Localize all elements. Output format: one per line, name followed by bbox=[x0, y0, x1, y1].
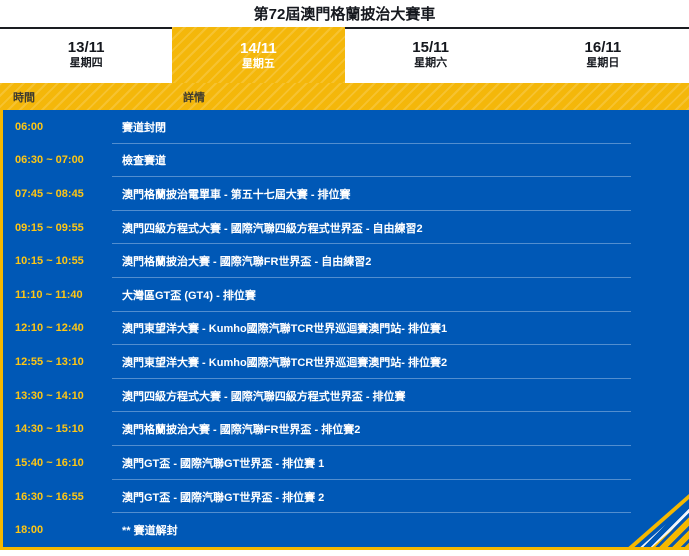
tab-weekday: 星期六 bbox=[414, 56, 448, 69]
row-time: 14:30 ~ 15:10 bbox=[15, 423, 84, 436]
table-header-details: 詳情 bbox=[183, 91, 205, 104]
table-row: 18:00 ** 賽道解封 bbox=[3, 513, 689, 547]
row-details: 澳門格蘭披治大賽 - 國際汽聯FR世界盃 - 自由練習2 bbox=[122, 256, 372, 269]
row-details: 大灣區GT盃 (GT4) - 排位賽 bbox=[122, 289, 256, 302]
row-time: 16:30 ~ 16:55 bbox=[15, 490, 84, 503]
tab-weekday: 星期五 bbox=[241, 57, 275, 70]
tab-16-11[interactable]: 16/11 星期日 bbox=[516, 29, 689, 79]
row-details: 澳門格蘭披治大賽 - 國際汽聯FR世界盃 - 排位賽2 bbox=[122, 424, 361, 437]
row-details: 澳門GT盃 - 國際汽聯GT世界盃 - 排位賽 2 bbox=[122, 491, 325, 504]
schedule-panel: 06:00 賽道封閉 06:30 ~ 07:00 檢查賽道 07:45 ~ 08… bbox=[0, 110, 689, 550]
row-details: 澳門GT盃 - 國際汽聯GT世界盃 - 排位賽 1 bbox=[122, 457, 325, 470]
tab-date: 15/11 bbox=[412, 38, 449, 56]
row-details: ** 賽道解封 bbox=[122, 525, 178, 538]
tab-date: 13/11 bbox=[67, 38, 105, 56]
tab-14-11[interactable]: 14/11 星期五 bbox=[172, 27, 345, 83]
row-details: 澳門東望洋大賽 - Kumho國際汽聯TCR世界巡迴賽澳門站- 排位賽2 bbox=[122, 357, 448, 370]
row-details: 檢查賽道 bbox=[122, 155, 166, 168]
row-time: 15:40 ~ 16:10 bbox=[15, 456, 84, 469]
corner-stripes-decoration bbox=[623, 492, 689, 547]
table-row: 11:10 ~ 11:40 大灣區GT盃 (GT4) - 排位賽 bbox=[3, 278, 689, 312]
tab-date: 14/11 bbox=[240, 39, 277, 57]
schedule-rows: 06:00 賽道封閉 06:30 ~ 07:00 檢查賽道 07:45 ~ 08… bbox=[3, 110, 689, 547]
tab-date: 16/11 bbox=[584, 38, 622, 56]
row-time: 11:10 ~ 11:40 bbox=[15, 288, 83, 301]
table-row: 15:40 ~ 16:10 澳門GT盃 - 國際汽聯GT世界盃 - 排位賽 1 bbox=[3, 446, 689, 480]
row-details: 澳門四級方程式大賽 - 國際汽聯四級方程式世界盃 - 自由練習2 bbox=[122, 222, 423, 235]
table-row: 06:30 ~ 07:00 檢查賽道 bbox=[3, 144, 689, 178]
page-title: 第72屆澳門格蘭披治大賽車 bbox=[0, 0, 689, 29]
row-time: 07:45 ~ 08:45 bbox=[15, 188, 84, 201]
table-row: 12:55 ~ 13:10 澳門東望洋大賽 - Kumho國際汽聯TCR世界巡迴… bbox=[3, 345, 689, 379]
tab-13-11[interactable]: 13/11 星期四 bbox=[0, 29, 173, 79]
row-time: 09:15 ~ 09:55 bbox=[15, 221, 84, 234]
row-time: 12:10 ~ 12:40 bbox=[15, 322, 84, 335]
row-time: 12:55 ~ 13:10 bbox=[15, 356, 84, 369]
table-row: 06:00 賽道封閉 bbox=[3, 110, 689, 144]
table-row: 10:15 ~ 10:55 澳門格蘭披治大賽 - 國際汽聯FR世界盃 - 自由練… bbox=[3, 244, 689, 278]
table-row: 14:30 ~ 15:10 澳門格蘭披治大賽 - 國際汽聯FR世界盃 - 排位賽… bbox=[3, 412, 689, 446]
row-time: 13:30 ~ 14:10 bbox=[15, 389, 84, 402]
tab-weekday: 星期日 bbox=[586, 56, 620, 69]
row-time: 06:00 bbox=[15, 120, 44, 133]
table-row: 13:30 ~ 14:10 澳門四級方程式大賽 - 國際汽聯四級方程式世界盃 -… bbox=[3, 379, 689, 413]
table-row: 07:45 ~ 08:45 澳門格蘭披治電單車 - 第五十七屆大賽 - 排位賽 bbox=[3, 177, 689, 211]
row-details: 澳門東望洋大賽 - Kumho國際汽聯TCR世界巡迴賽澳門站- 排位賽1 bbox=[122, 323, 448, 336]
row-time: 18:00 bbox=[15, 524, 44, 537]
tab-weekday: 星期四 bbox=[69, 56, 103, 69]
table-header-strip: 時間 詳情 bbox=[0, 83, 689, 110]
tab-15-11[interactable]: 15/11 星期六 bbox=[344, 29, 517, 79]
table-row: 12:10 ~ 12:40 澳門東望洋大賽 - Kumho國際汽聯TCR世界巡迴… bbox=[3, 312, 689, 346]
date-tab-bar: 13/11 星期四 14/11 星期五 15/11 星期六 16/11 星期日 bbox=[0, 27, 689, 83]
table-row: 16:30 ~ 16:55 澳門GT盃 - 國際汽聯GT世界盃 - 排位賽 2 bbox=[3, 480, 689, 514]
row-time: 10:15 ~ 10:55 bbox=[15, 255, 84, 268]
row-details: 澳門格蘭披治電單車 - 第五十七屆大賽 - 排位賽 bbox=[122, 189, 351, 202]
row-time: 06:30 ~ 07:00 bbox=[15, 154, 84, 167]
row-details: 賽道封閉 bbox=[122, 121, 166, 134]
table-header-time: 時間 bbox=[13, 91, 35, 104]
table-row: 09:15 ~ 09:55 澳門四級方程式大賽 - 國際汽聯四級方程式世界盃 -… bbox=[3, 211, 689, 245]
row-details: 澳門四級方程式大賽 - 國際汽聯四級方程式世界盃 - 排位賽 bbox=[122, 390, 406, 403]
